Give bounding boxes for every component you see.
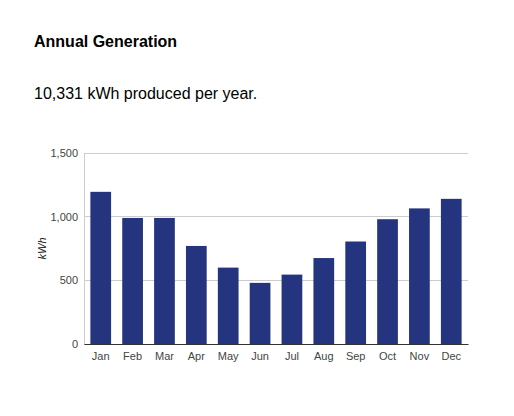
x-tick-label: Jun — [251, 350, 269, 362]
x-tick: Jun — [251, 344, 269, 362]
y-tick: 1,000 — [50, 211, 84, 223]
x-tick-label: Apr — [188, 350, 205, 362]
y-tick: 0 — [72, 338, 84, 350]
bar — [90, 192, 111, 344]
x-tick: Jul — [285, 344, 299, 362]
x-tick: Nov — [410, 344, 430, 362]
x-tick: Oct — [379, 344, 396, 362]
x-tick: Dec — [441, 344, 461, 362]
bar — [377, 219, 398, 344]
y-tick-label: 1,000 — [50, 211, 78, 223]
x-tick-label: Aug — [314, 350, 334, 362]
x-tick: Apr — [188, 344, 205, 362]
grid — [84, 153, 468, 344]
x-tick-label: Oct — [379, 350, 396, 362]
y-tick: 500 — [60, 274, 84, 286]
bars — [90, 192, 461, 344]
bar — [122, 218, 143, 344]
bar — [218, 268, 239, 344]
y-tick-label: 0 — [72, 338, 78, 350]
bar — [154, 218, 175, 344]
x-axis: Jan Feb Mar Apr May Jun Jul Aug Sep Oct Nov Dec — [85, 344, 469, 362]
title: Annual Generation — [34, 33, 177, 50]
x-axis-line — [85, 344, 469, 345]
x-tick-label: Nov — [410, 350, 430, 362]
y-tick: 1,500 — [50, 147, 84, 159]
x-tick-label: Feb — [123, 350, 142, 362]
bar — [313, 258, 334, 344]
x-tick: May — [218, 344, 239, 362]
x-tick: Sep — [346, 344, 366, 362]
y-axis-line — [84, 154, 85, 345]
subtitle: 10,331 kWh produced per year. — [34, 85, 257, 102]
grid-line — [84, 153, 468, 154]
bar — [186, 246, 207, 344]
bar — [345, 241, 366, 344]
x-tick-label: Mar — [155, 350, 174, 362]
x-tick: Mar — [155, 344, 174, 362]
y-tick-label: 500 — [60, 274, 78, 286]
x-tick: Feb — [123, 344, 142, 362]
bar — [282, 275, 303, 344]
x-tick-label: Sep — [346, 350, 366, 362]
y-axis-title: kWh — [36, 238, 48, 260]
x-tick: Aug — [314, 344, 334, 362]
y-tick-label: 1,500 — [50, 147, 78, 159]
x-tick-label: May — [218, 350, 239, 362]
x-tick-label: Jan — [92, 350, 110, 362]
x-tick: Jan — [92, 344, 110, 362]
x-tick-label: Jul — [285, 350, 299, 362]
bar — [409, 208, 430, 344]
bar — [250, 283, 271, 344]
x-tick-label: Dec — [441, 350, 461, 362]
chart: Annual Generation 10,331 kWh produced per… — [0, 0, 514, 416]
bar — [441, 199, 462, 344]
y-axis: 0 500 1,000 1,500 — [50, 147, 84, 350]
